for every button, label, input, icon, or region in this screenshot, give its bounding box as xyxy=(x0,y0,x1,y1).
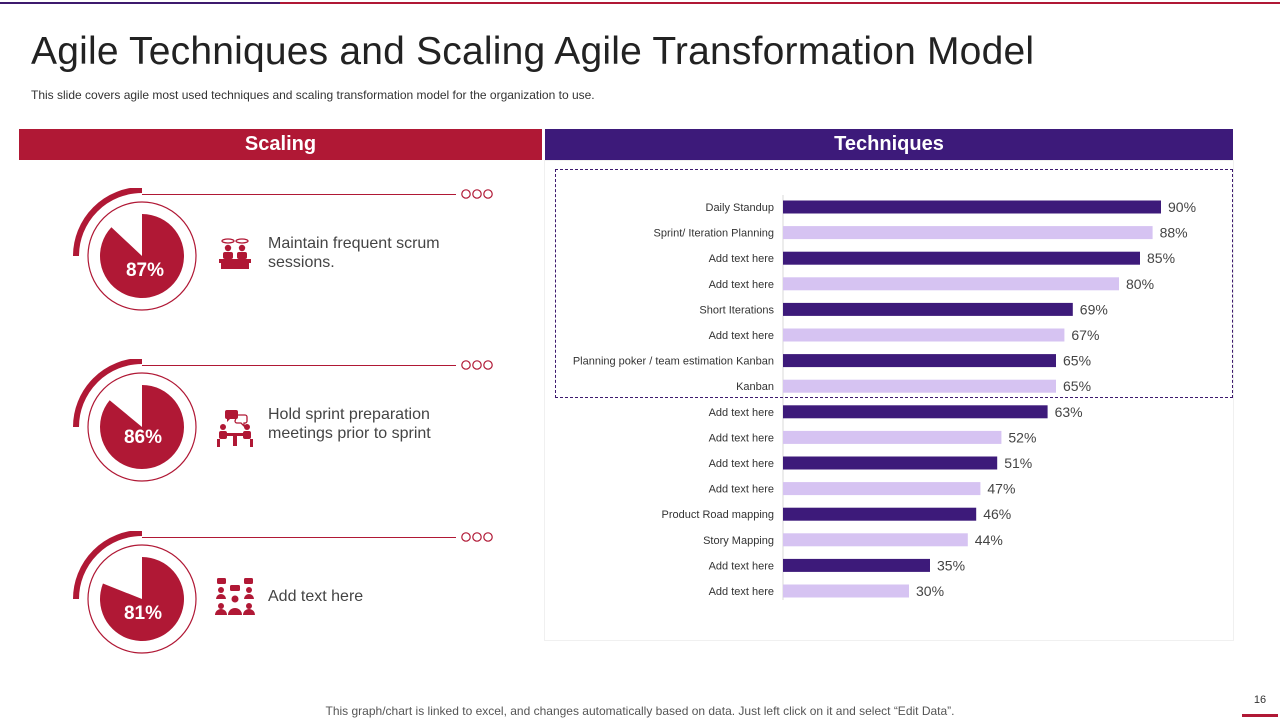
techniques-header: Techniques xyxy=(545,129,1233,160)
bar xyxy=(783,277,1119,291)
top-accent-line-left xyxy=(0,2,280,4)
page-title: Agile Techniques and Scaling Agile Trans… xyxy=(31,30,1035,73)
scaling-header: Scaling xyxy=(19,129,542,160)
value-label: 65% xyxy=(1063,378,1091,394)
bar xyxy=(783,226,1153,240)
value-label: 52% xyxy=(1008,429,1036,445)
scaling-item-text: Hold sprint preparation meetings prior t… xyxy=(268,406,431,442)
bar xyxy=(783,584,909,598)
value-label: 88% xyxy=(1160,225,1188,241)
category-label: Add text here xyxy=(709,253,774,265)
category-label: Kanban xyxy=(736,381,774,393)
category-label: Story Mapping xyxy=(703,535,774,547)
pie-slice xyxy=(100,385,185,469)
outer-arc xyxy=(73,188,143,257)
dots-icon xyxy=(461,532,493,542)
scaling-item-text: Add text here xyxy=(268,588,364,605)
category-label: Planning poker / team estimation Kanban xyxy=(573,356,774,368)
scaling-item: 86% Hold sprint preparation meetings pri… xyxy=(0,359,545,489)
percent-label: 87% xyxy=(126,260,164,281)
value-label: 47% xyxy=(987,481,1015,497)
bar xyxy=(783,328,1065,342)
outer-ring xyxy=(87,544,197,654)
team-icon xyxy=(215,578,255,615)
connector-line xyxy=(142,537,456,538)
pie-slice xyxy=(99,214,184,298)
percent-label: 81% xyxy=(124,603,162,624)
value-label: 46% xyxy=(983,506,1011,522)
category-label: Short Iterations xyxy=(699,304,774,316)
sprint-meeting-icon xyxy=(217,410,253,447)
donut-chart: 81% xyxy=(73,531,197,654)
outer-ring xyxy=(87,201,197,311)
value-label: 63% xyxy=(1055,404,1083,420)
page-number-bar xyxy=(1242,714,1278,717)
bar xyxy=(783,405,1048,419)
category-label: Daily Standup xyxy=(706,202,775,214)
value-label: 44% xyxy=(975,532,1003,548)
bar xyxy=(783,251,1140,265)
bar xyxy=(783,558,930,572)
connector-line xyxy=(142,194,456,195)
techniques-chart-frame xyxy=(544,160,1234,641)
percent-label: 86% xyxy=(124,427,162,448)
value-label: 30% xyxy=(916,583,944,599)
bar xyxy=(783,200,1161,214)
bar xyxy=(783,533,968,547)
footer-note: This graph/chart is linked to excel, and… xyxy=(325,704,955,718)
value-label: 65% xyxy=(1063,353,1091,369)
page-number: 16 xyxy=(1253,694,1267,706)
highlight-box xyxy=(555,169,1233,398)
donut-chart: 87% xyxy=(73,188,197,311)
bar xyxy=(783,379,1056,393)
category-label: Sprint/ Iteration Planning xyxy=(654,228,774,240)
category-label: Add text here xyxy=(709,330,774,342)
category-label: Add text here xyxy=(709,560,774,572)
category-label: Add text here xyxy=(709,586,774,598)
category-label: Add text here xyxy=(709,279,774,291)
top-accent-line xyxy=(0,2,1280,4)
category-label: Product Road mapping xyxy=(661,509,774,521)
value-label: 85% xyxy=(1147,250,1175,266)
scaling-item: 87% Maintain frequent scrum sessions. xyxy=(0,188,545,318)
dots-icon xyxy=(461,189,493,199)
outer-arc xyxy=(73,359,143,428)
outer-ring xyxy=(87,372,197,482)
donut-chart: 86% xyxy=(73,359,197,482)
category-label: Add text here xyxy=(709,432,774,444)
category-label: Add text here xyxy=(709,484,774,496)
value-label: 67% xyxy=(1071,327,1099,343)
bar xyxy=(783,430,1002,444)
value-label: 90% xyxy=(1168,199,1196,215)
pie-slice xyxy=(100,557,185,641)
value-label: 51% xyxy=(1004,455,1032,471)
bar xyxy=(783,507,977,521)
connector-line xyxy=(142,365,456,366)
scrum-meeting-icon xyxy=(219,238,251,269)
value-label: 69% xyxy=(1080,301,1108,317)
category-label: Add text here xyxy=(709,407,774,419)
bar xyxy=(783,456,998,470)
value-label: 35% xyxy=(937,557,965,573)
bar xyxy=(783,354,1056,368)
techniques-bar-chart: Daily Standup 90% Sprint/ Iteration Planni… xyxy=(573,195,1196,600)
outer-arc xyxy=(73,531,143,600)
scaling-item: 81% Add text here xyxy=(0,531,545,661)
bar xyxy=(783,482,981,496)
dots-icon xyxy=(461,360,493,370)
value-label: 80% xyxy=(1126,276,1154,292)
category-label: Add text here xyxy=(709,458,774,470)
page-subtitle: This slide covers agile most used techni… xyxy=(31,88,595,102)
bar xyxy=(783,302,1073,316)
scaling-item-text: Maintain frequent scrum sessions. xyxy=(268,235,440,271)
